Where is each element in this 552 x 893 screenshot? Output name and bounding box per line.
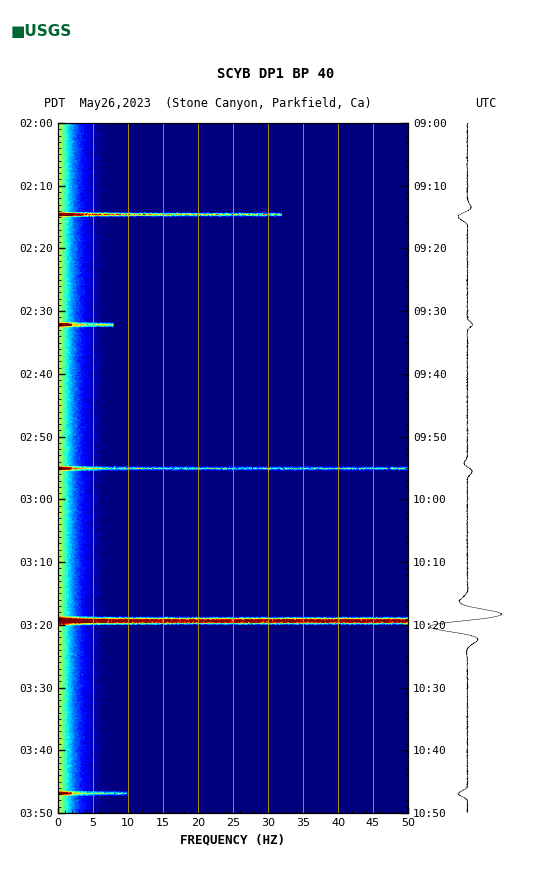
Text: ■USGS: ■USGS [11,24,72,38]
Text: PDT  May26,2023  (Stone Canyon, Parkfield, Ca): PDT May26,2023 (Stone Canyon, Parkfield,… [44,96,372,110]
Text: SCYB DP1 BP 40: SCYB DP1 BP 40 [217,67,335,81]
X-axis label: FREQUENCY (HZ): FREQUENCY (HZ) [181,833,285,847]
Text: UTC: UTC [475,96,496,110]
